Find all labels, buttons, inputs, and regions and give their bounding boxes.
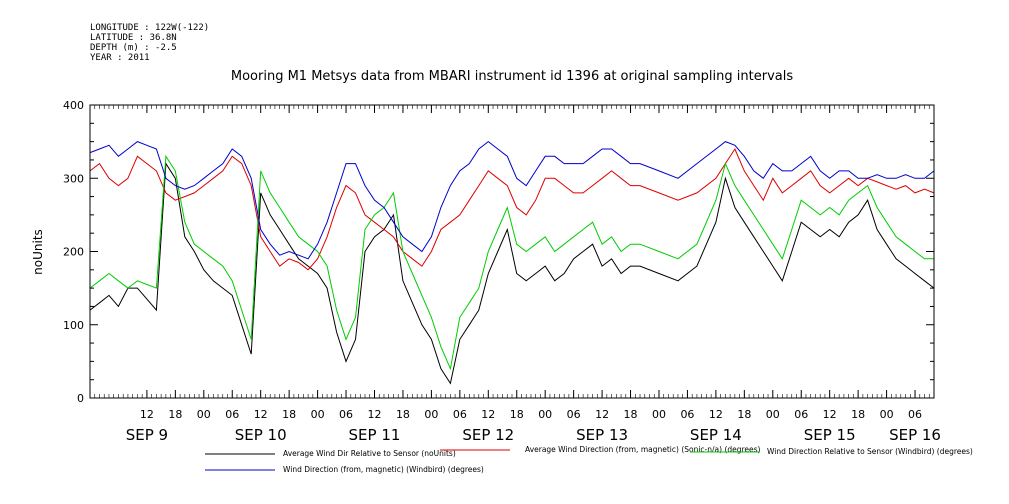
y-axis-label: noUnits	[31, 229, 45, 275]
x-tick-label: 18	[510, 408, 524, 421]
x-tick-label: 06	[794, 408, 808, 421]
x-tick-label: 12	[254, 408, 268, 421]
legend: Average Wind Dir Relative to Sensor (noU…	[205, 445, 973, 474]
y-tick-label: 0	[77, 392, 84, 405]
x-tick-label: 00	[197, 408, 211, 421]
x-tick-label: 18	[737, 408, 751, 421]
y-tick-label: 400	[63, 99, 84, 112]
x-tick-label: 18	[851, 408, 865, 421]
x-day-label: SEP 11	[349, 426, 401, 444]
x-tick-label: 18	[396, 408, 410, 421]
x-day-label: SEP 9	[126, 426, 168, 444]
x-tick-label: 12	[823, 408, 837, 421]
y-tick-label: 300	[63, 172, 84, 185]
meta-longitude: LONGITUDE : 122W(-122)	[90, 23, 209, 33]
x-tick-label: 00	[311, 408, 325, 421]
x-tick-label: 00	[652, 408, 666, 421]
legend-label-4: Wind Direction (from, magnetic) (Windbir…	[283, 465, 484, 474]
x-tick-label: 12	[367, 408, 381, 421]
x-tick-label: 18	[282, 408, 296, 421]
x-tick-label: 00	[424, 408, 438, 421]
x-day-label: SEP 16	[889, 426, 941, 444]
x-tick-label: 06	[908, 408, 922, 421]
x-tick-label: 06	[453, 408, 467, 421]
x-day-label: SEP 12	[462, 426, 514, 444]
x-tick-label: 12	[140, 408, 154, 421]
chart-title: Mooring M1 Metsys data from MBARI instru…	[231, 69, 793, 84]
y-tick-label: 200	[63, 246, 84, 259]
x-tick-label: 00	[880, 408, 894, 421]
x-day-label: SEP 15	[804, 426, 856, 444]
series-line-1	[89, 162, 935, 385]
series-lines	[89, 140, 935, 385]
axes: 0 100 200 300 400 12 18 00 06 12 18 00 06 12 18 00 06 12 1…	[63, 99, 941, 444]
legend-label-1: Average Wind Dir Relative to Sensor (noU…	[283, 449, 456, 458]
series-line-4	[89, 140, 935, 260]
x-day-label: SEP 13	[576, 426, 628, 444]
x-tick-label: 06	[567, 408, 581, 421]
x-tick-label: 12	[709, 408, 723, 421]
x-tick-label: 12	[595, 408, 609, 421]
meta-year: YEAR : 2011	[90, 53, 150, 63]
series-line-2	[89, 147, 935, 271]
x-tick-label: 18	[624, 408, 638, 421]
x-tick-label: 12	[481, 408, 495, 421]
x-tick-label: 00	[538, 408, 552, 421]
x-tick-label: 06	[225, 408, 239, 421]
y-tick-label: 100	[63, 319, 84, 332]
meta-latitude: LATITUDE : 36.8N	[90, 33, 177, 43]
legend-label-2: Average Wind Direction (from, magnetic) …	[525, 445, 761, 454]
x-tick-label: 06	[680, 408, 694, 421]
legend-label-3: Wind Direction Relative to Sensor (Windb…	[767, 447, 973, 456]
x-tick-label: 00	[766, 408, 780, 421]
x-tick-label: 06	[339, 408, 353, 421]
series-line-3	[89, 154, 934, 371]
x-tick-label: 18	[168, 408, 182, 421]
x-day-label: SEP 10	[235, 426, 287, 444]
meta-depth: DEPTH (m) : -2.5	[90, 43, 177, 53]
x-day-label: SEP 14	[690, 426, 742, 444]
